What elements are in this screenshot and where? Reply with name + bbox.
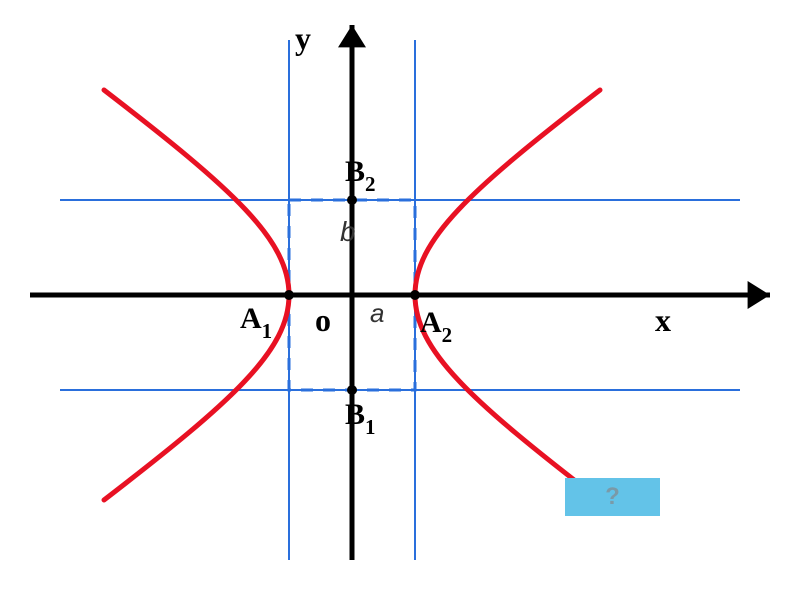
label-A1-sub: 1 [262,319,273,343]
label-A2-base: A [420,306,442,339]
help-badge-text: ? [605,483,620,511]
label-B1: B1 [345,398,376,437]
plot-svg [0,0,794,596]
label-y: y [295,20,311,57]
help-badge[interactable]: ? [565,478,660,516]
label-B1-base: B [345,398,365,431]
label-origin: o [315,302,331,339]
label-B1-sub: 1 [365,415,376,439]
label-b: b [340,216,356,248]
label-a: a [370,298,384,329]
label-A2-sub: 2 [442,323,453,347]
label-B2-sub: 2 [365,172,376,196]
label-x: x [655,302,671,339]
label-B2-base: B [345,155,365,188]
diagram-stage: { "canvas": { "width": 794, "height": 59… [0,0,794,596]
label-A1-base: A [240,302,262,335]
label-A1: A1 [240,302,272,341]
label-B2: B2 [345,155,376,194]
label-A2: A2 [420,306,452,345]
